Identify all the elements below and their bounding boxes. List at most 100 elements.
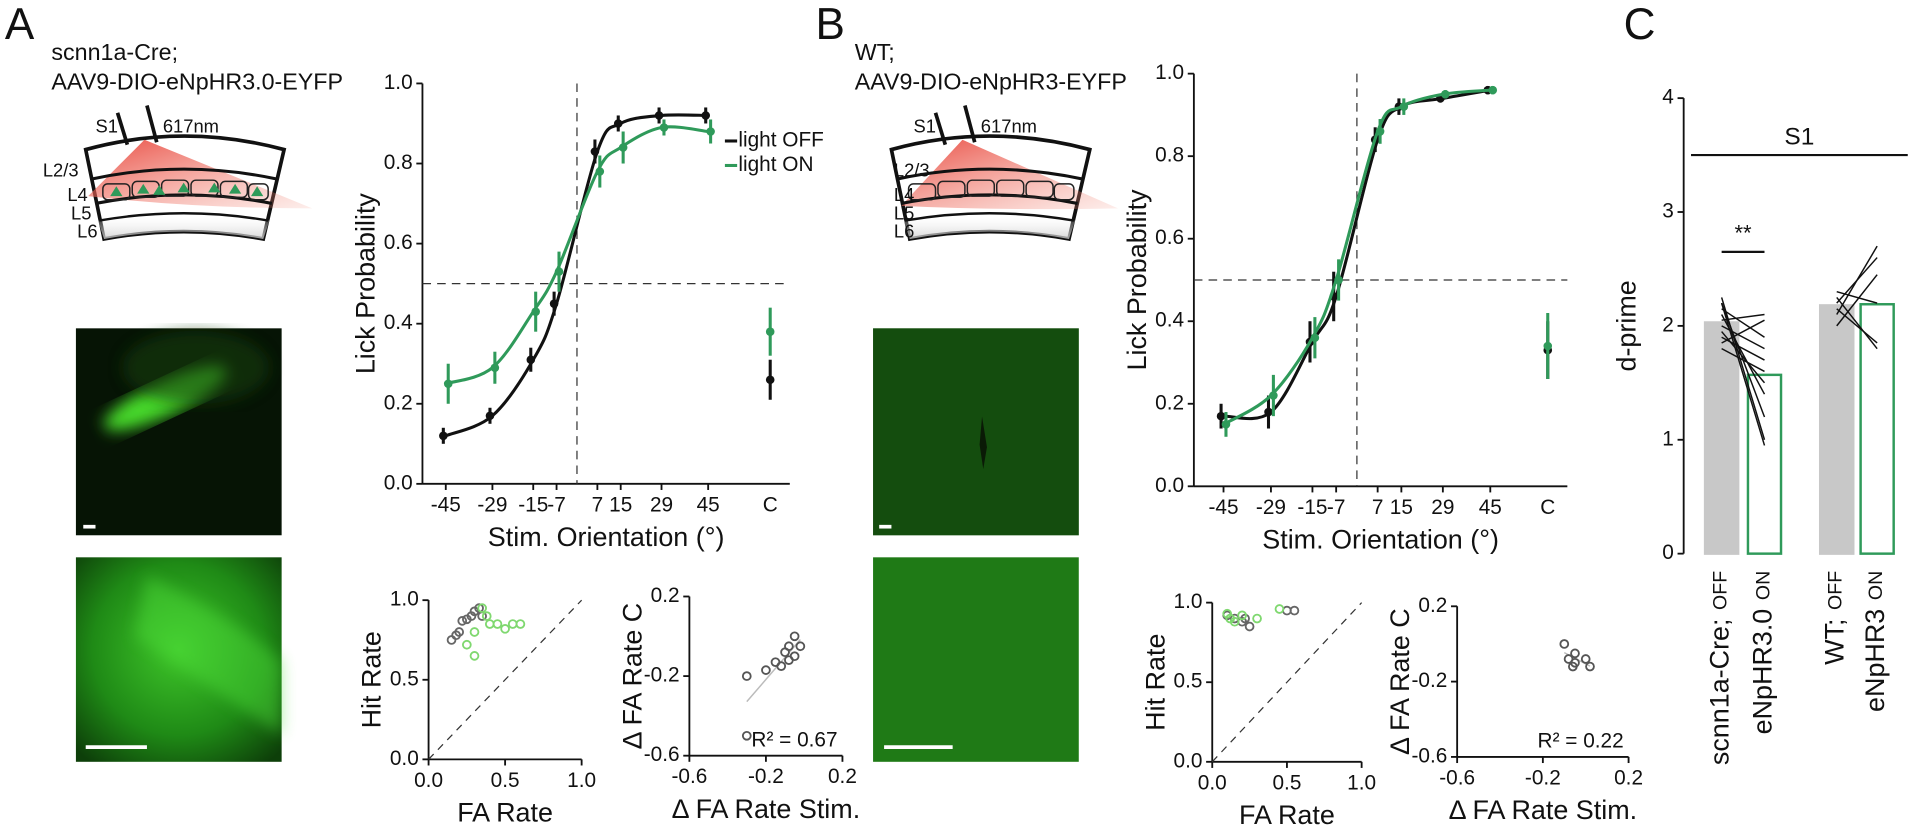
x-tick-label: C [1540,496,1555,519]
y-tick-label: 1.0 [1155,61,1184,84]
x-tick-label: 7 [1372,496,1384,519]
schematic: S1 617nm L2/3 L4 L5 L6 [889,105,1118,242]
point [1399,102,1409,111]
fit-line [1222,88,1491,426]
y-tick-label: 1.0 [384,71,413,94]
panel-title: scnn1a-Cre; [51,39,178,65]
x-tick-label: 1.0 [1347,771,1376,794]
x-tick-label: 0.2 [828,765,857,788]
point [554,267,564,276]
point [1274,604,1285,614]
x-tick-label: -0.2 [748,765,784,788]
x-tick-label: 1.0 [567,769,596,792]
panel-letter: C [1624,0,1656,49]
x-tick-label: 29 [1431,496,1454,519]
point [1334,275,1343,285]
point [1375,127,1385,136]
point [1264,407,1273,417]
y-tick-label: 4 [1662,86,1674,109]
schematic-label: L6 [894,221,914,242]
fit-line [445,125,709,386]
schematic-label: 617nm [163,115,219,136]
point [1252,613,1262,624]
x-tick-label: 0.5 [1272,771,1301,794]
y-axis-label: Hit Rate [1140,634,1170,731]
paired-line [1720,302,1766,446]
point [659,123,669,132]
x-tick-label: eNpHR3 ON [1860,571,1890,712]
x-tick-label: 45 [697,493,720,516]
point [549,299,559,308]
y-tick-label: 0.8 [384,151,413,174]
panel-letter: A [5,0,35,49]
y-tick-label: 0.6 [1155,226,1184,249]
point [595,167,605,176]
micrograph [75,557,282,762]
annotation: R² = 0.22 [1538,730,1624,753]
x-tick-label: C [763,493,778,516]
x-tick-label: WT; OFF [1820,571,1850,665]
point [481,611,492,621]
x-tick-label: -0.6 [1439,766,1475,789]
panel-title: AAV9-DIO-eNpHR3.0-EYFP [51,69,343,95]
point [1570,648,1580,659]
micrograph [873,328,1079,536]
point [1310,333,1320,343]
schematic-label: L6 [77,221,97,242]
x-tick-label: eNpHR3.0 ON [1748,571,1778,735]
diagonal [1211,602,1363,763]
point [1570,657,1580,668]
bar [1859,303,1895,555]
paired-line [1836,296,1878,350]
point [1559,639,1570,649]
point [477,603,487,613]
y-tick-label: 1 [1662,427,1674,450]
x-tick-label: 15 [609,493,632,516]
paired-line [1721,348,1765,373]
point [485,411,495,421]
point [531,307,540,316]
point [490,363,500,373]
x-tick-label: 0.5 [491,769,520,792]
point [1580,654,1591,664]
y-tick-label: 0.0 [1155,474,1184,497]
x-axis-label: FA Rate [457,798,553,828]
category-label: OFF [1825,571,1847,610]
y-axis-label: d-prime [1612,280,1642,371]
point [1289,605,1300,616]
x-tick-label: 0.0 [1198,771,1227,794]
point [443,379,453,389]
category-prefix: WT; [1820,619,1850,665]
bar [1703,321,1740,555]
diagonal [428,599,583,760]
x-tick-label: 15 [1390,496,1413,519]
schematic-label: 617nm [981,115,1037,136]
x-axis-label: Δ FA Rate Stim. [672,794,861,824]
panel-title: WT; [855,39,895,65]
x-tick-label: -7 [547,493,566,516]
x-tick-label: -0.2 [1525,766,1561,789]
y-tick-label: -0.6 [644,743,680,766]
fit-line [445,113,709,438]
point [765,375,775,385]
point [1237,610,1247,621]
point [461,639,472,650]
y-tick-label: 0.5 [1174,670,1203,693]
point [500,623,510,634]
category-prefix: eNpHR3 [1860,609,1890,712]
category-label: ON [1865,571,1887,600]
point [439,431,448,441]
point [1221,420,1231,429]
schematic-label: L2/3 [43,159,79,180]
x-tick-label: scnn1a-Cre; OFF [1705,571,1735,765]
x-axis-label: Stim. Orientation (°) [1262,525,1499,555]
paired-line [1836,257,1878,304]
point [469,627,480,637]
legend-label: light OFF [738,128,824,151]
x-tick-label: -45 [1208,496,1238,519]
x-tick-label: -7 [1327,496,1346,519]
annotation: ** [1734,221,1752,246]
schematic: S1 617nm L2/3 L4 L5 L6 [43,105,313,242]
y-axis-label: Δ FA Rate C [617,603,647,750]
